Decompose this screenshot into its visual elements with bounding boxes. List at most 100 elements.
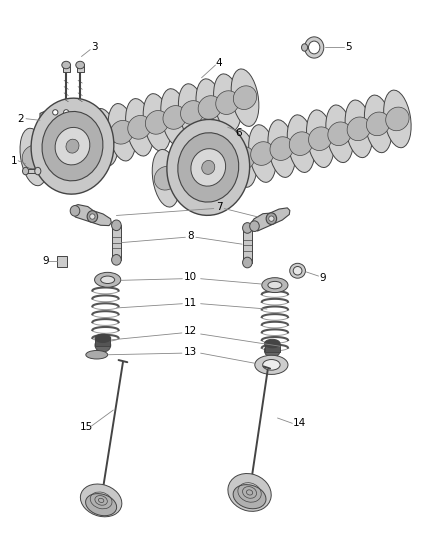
Text: 14: 14 (293, 418, 307, 429)
Ellipse shape (243, 223, 252, 233)
Bar (95, 338, 110, 346)
Ellipse shape (266, 213, 277, 224)
Ellipse shape (308, 41, 320, 54)
Ellipse shape (228, 473, 271, 511)
Text: 5: 5 (346, 43, 352, 52)
Ellipse shape (75, 130, 99, 154)
Ellipse shape (145, 110, 169, 134)
Ellipse shape (210, 135, 237, 192)
Ellipse shape (364, 95, 392, 152)
Text: 9: 9 (42, 256, 49, 266)
Ellipse shape (193, 157, 216, 180)
Ellipse shape (92, 125, 116, 149)
Ellipse shape (167, 119, 250, 215)
Ellipse shape (196, 79, 224, 136)
Ellipse shape (216, 91, 239, 115)
Ellipse shape (233, 484, 266, 508)
Ellipse shape (233, 86, 257, 109)
Ellipse shape (386, 107, 409, 131)
Ellipse shape (163, 106, 186, 130)
Ellipse shape (269, 216, 274, 221)
Ellipse shape (108, 103, 136, 161)
Ellipse shape (81, 484, 122, 517)
Text: 12: 12 (184, 326, 197, 336)
Ellipse shape (38, 123, 65, 181)
Ellipse shape (73, 114, 101, 171)
Bar (77, 65, 84, 72)
Ellipse shape (304, 37, 324, 58)
Ellipse shape (307, 110, 334, 167)
Text: 4: 4 (215, 59, 223, 68)
Ellipse shape (22, 145, 46, 169)
Ellipse shape (265, 344, 280, 358)
Ellipse shape (191, 140, 218, 197)
Bar (243, 228, 252, 263)
Ellipse shape (143, 94, 171, 151)
Ellipse shape (31, 98, 114, 194)
Ellipse shape (263, 360, 280, 370)
Ellipse shape (110, 120, 134, 144)
Ellipse shape (62, 61, 71, 69)
Ellipse shape (90, 214, 95, 219)
Ellipse shape (95, 338, 111, 352)
Ellipse shape (289, 132, 313, 156)
Ellipse shape (126, 99, 153, 156)
Bar (25, 168, 38, 173)
Ellipse shape (173, 161, 197, 185)
Ellipse shape (255, 356, 288, 374)
Ellipse shape (230, 130, 257, 187)
Ellipse shape (250, 221, 259, 231)
Ellipse shape (178, 133, 239, 202)
Ellipse shape (191, 149, 226, 186)
Ellipse shape (384, 90, 411, 148)
Ellipse shape (180, 101, 204, 124)
Ellipse shape (95, 334, 111, 343)
Ellipse shape (326, 105, 353, 163)
Bar (57, 256, 67, 266)
Ellipse shape (112, 255, 121, 265)
Bar (265, 344, 280, 352)
Ellipse shape (287, 115, 314, 173)
Ellipse shape (40, 140, 63, 164)
Text: 9: 9 (319, 273, 326, 283)
Ellipse shape (20, 128, 48, 185)
Polygon shape (40, 108, 78, 134)
Ellipse shape (55, 127, 90, 165)
Text: 3: 3 (91, 43, 98, 52)
Ellipse shape (57, 135, 81, 159)
Ellipse shape (301, 44, 307, 51)
Ellipse shape (76, 61, 85, 69)
Ellipse shape (293, 266, 302, 275)
Ellipse shape (85, 494, 117, 516)
Ellipse shape (262, 278, 288, 293)
Ellipse shape (212, 151, 236, 175)
Ellipse shape (101, 276, 115, 284)
Text: 8: 8 (187, 231, 194, 241)
Ellipse shape (249, 125, 276, 182)
Ellipse shape (328, 122, 351, 146)
Ellipse shape (86, 351, 108, 359)
Ellipse shape (202, 160, 215, 174)
Ellipse shape (231, 69, 259, 126)
Ellipse shape (270, 137, 293, 160)
Text: 6: 6 (235, 127, 242, 138)
Ellipse shape (268, 120, 295, 177)
Ellipse shape (95, 272, 121, 287)
Ellipse shape (290, 263, 305, 278)
Ellipse shape (42, 111, 103, 181)
Ellipse shape (152, 149, 180, 207)
Ellipse shape (154, 166, 178, 190)
Ellipse shape (22, 167, 28, 175)
Ellipse shape (128, 116, 151, 139)
Text: 11: 11 (184, 297, 197, 308)
Ellipse shape (214, 74, 241, 131)
Ellipse shape (90, 109, 118, 166)
Ellipse shape (265, 340, 280, 348)
Ellipse shape (345, 100, 373, 158)
Ellipse shape (55, 118, 83, 176)
Ellipse shape (87, 211, 98, 222)
Ellipse shape (198, 96, 222, 119)
Ellipse shape (268, 281, 282, 289)
Ellipse shape (172, 144, 199, 202)
Ellipse shape (308, 127, 332, 150)
